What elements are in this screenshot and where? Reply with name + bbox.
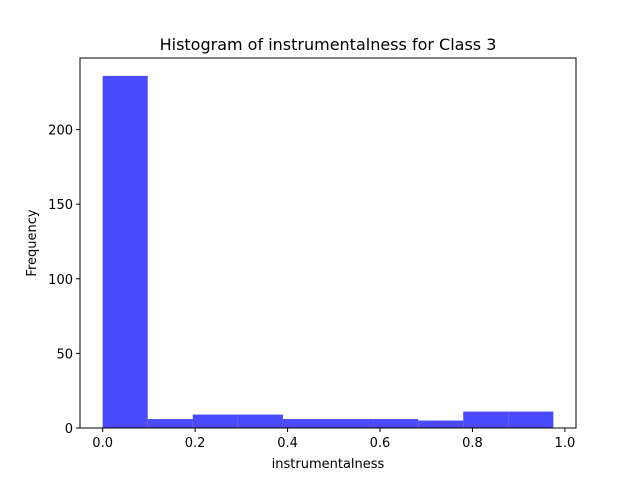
histogram-bar xyxy=(102,75,148,428)
plot-frame xyxy=(79,57,577,429)
x-tick-label: 0.8 xyxy=(462,436,483,451)
histogram-bar xyxy=(147,419,193,428)
histogram-bar xyxy=(418,420,464,428)
x-tick-label: 0.4 xyxy=(277,436,298,451)
x-axis-ticks: 0.0 0.2 0.4 0.6 0.8 1.0 xyxy=(92,428,575,451)
x-tick-label: 0.6 xyxy=(370,436,391,451)
x-tick-label: 0.2 xyxy=(185,436,206,451)
chart-title: Histogram of instrumentalness for Class … xyxy=(160,35,497,54)
histogram-bar xyxy=(328,419,374,428)
y-axis-ticks: 0 50 100 150 200 xyxy=(48,124,80,437)
histogram-bar xyxy=(508,411,554,428)
histogram-bar xyxy=(282,419,328,428)
histogram-bar xyxy=(463,411,509,428)
y-tick-label: 150 xyxy=(48,198,73,213)
x-axis-label: instrumentalness xyxy=(272,457,385,472)
histogram-bar xyxy=(373,419,419,428)
y-tick-label: 0 xyxy=(65,422,73,437)
histogram-bar xyxy=(237,414,283,428)
x-tick-label: 1.0 xyxy=(555,436,576,451)
y-axis-label: Frequency xyxy=(25,209,40,276)
histogram-bar xyxy=(192,414,238,428)
y-tick-label: 100 xyxy=(48,273,73,288)
y-tick-label: 200 xyxy=(48,124,73,139)
x-tick-label: 0.0 xyxy=(92,436,113,451)
y-tick-label: 50 xyxy=(56,347,73,362)
bars-group xyxy=(102,75,554,428)
